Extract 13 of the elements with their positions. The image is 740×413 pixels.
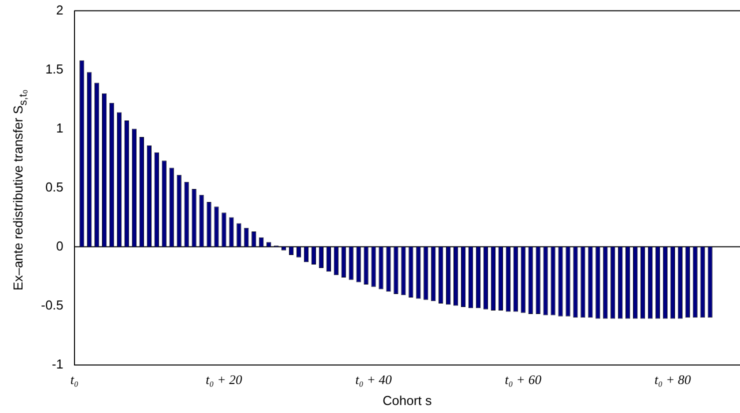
- y-tick-label: 1: [56, 120, 64, 136]
- y-tick-label: 2: [56, 2, 64, 18]
- y-tick-label: 1.5: [45, 61, 64, 76]
- x-tick-label: t₀ + 80: [654, 372, 692, 388]
- x-tick-label: t₀ + 20: [206, 372, 243, 388]
- y-tick-label: -1: [52, 356, 64, 372]
- x-tick-label: t₀: [70, 372, 78, 388]
- y-tick-label: 0: [56, 238, 64, 254]
- y-tick-label: -0.5: [40, 297, 64, 312]
- y-tick-label: 0.5: [45, 179, 64, 194]
- x-axis-title: Cohort s: [382, 392, 432, 408]
- x-tick-label: t₀ + 60: [504, 372, 542, 388]
- x-tick-label: t₀ + 40: [355, 372, 392, 388]
